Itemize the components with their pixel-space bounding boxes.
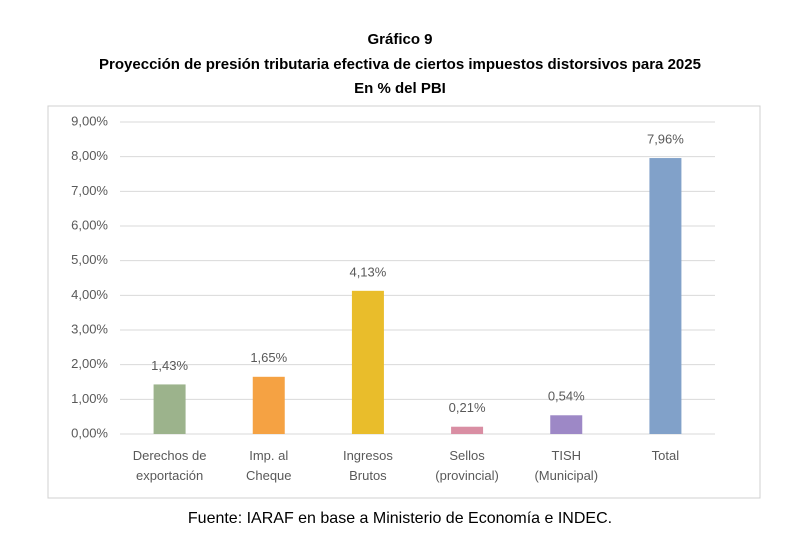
chart-title: Gráfico 9 [367, 31, 432, 48]
bar [649, 158, 682, 434]
y-tick-label: 6,00% [71, 217, 108, 232]
value-label: 1,43% [151, 358, 188, 373]
bar [550, 415, 583, 434]
value-label: 7,96% [647, 131, 684, 146]
unit-label: En % del PBI [354, 80, 446, 97]
x-tick-label: TISH (Municipal) [534, 448, 599, 483]
value-label: 0,54% [548, 389, 585, 404]
y-tick-label: 4,00% [71, 287, 108, 302]
bar [351, 290, 384, 434]
y-tick-label: 5,00% [71, 252, 108, 267]
bar [252, 376, 285, 434]
x-tick-label: Derechos de exportación [132, 448, 207, 483]
bar [153, 384, 186, 434]
source: Fuente: IARAF en base a Ministerio de Ec… [188, 510, 612, 527]
x-tick-label: Total [651, 448, 680, 463]
x-tick-label: Ingresos Brutos [342, 448, 393, 483]
x-tick-label: Imp. al Cheque [245, 448, 292, 483]
y-tick-label: 7,00% [71, 183, 108, 198]
chart-frame [47, 105, 761, 499]
chart-subtitle: Proyección de presión tributaria efectiv… [99, 56, 701, 73]
y-tick-label: 9,00% [71, 113, 108, 128]
value-label: 1,65% [250, 350, 287, 365]
x-tick-label: Sellos (provincial) [435, 448, 499, 483]
y-tick-label: 0,00% [71, 425, 108, 440]
y-tick-label: 2,00% [71, 356, 108, 371]
y-tick-label: 3,00% [71, 321, 108, 336]
value-label: 0,21% [449, 400, 486, 415]
y-tick-label: 1,00% [71, 391, 108, 406]
y-tick-label: 8,00% [71, 148, 108, 163]
value-label: 4,13% [349, 264, 386, 279]
bar [451, 426, 484, 434]
